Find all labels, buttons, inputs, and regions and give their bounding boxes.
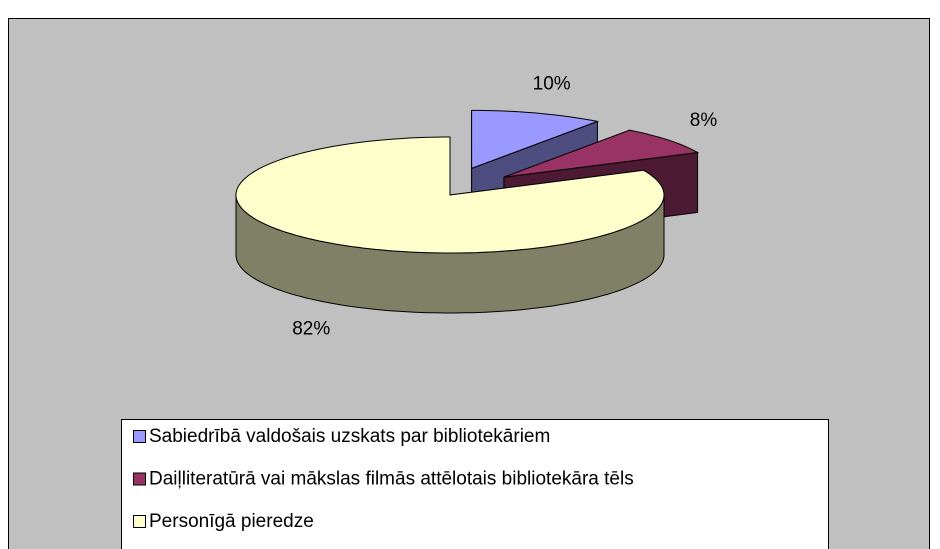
- slice: [235, 136, 665, 254]
- data-label: 10%: [533, 74, 571, 95]
- legend-swatch: [133, 515, 146, 528]
- legend-box: [121, 419, 829, 549]
- legend-label: Daiļliteratūrā vai mākslas filmās attēlo…: [149, 469, 634, 490]
- legend-label: Sabiedrībā valdošais uzskats par bibliot…: [149, 426, 550, 447]
- slice: [471, 109, 600, 170]
- legend-label: Personīgā pieredze: [149, 511, 314, 532]
- slice: [503, 129, 700, 178]
- legend-swatch: [133, 472, 146, 486]
- legend-swatch: [133, 430, 146, 443]
- data-label: 8%: [690, 110, 718, 131]
- data-label: 82%: [292, 318, 330, 339]
